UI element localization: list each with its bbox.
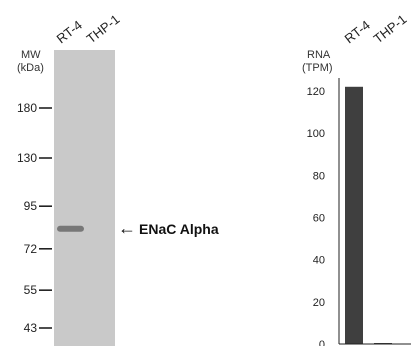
mw-marker-label-43: 43 bbox=[24, 321, 38, 335]
rna-category-label-thp-1: THP-1 bbox=[371, 11, 410, 46]
mw-unit-label: (kDa) bbox=[17, 62, 44, 74]
rna-ytick-label-0: 0 bbox=[319, 339, 325, 346]
mw-marker-label-95: 95 bbox=[24, 199, 38, 213]
rna-ytick-label-100: 100 bbox=[307, 128, 325, 140]
blot-membrane bbox=[54, 50, 115, 346]
rna-category-label-rt-4: RT-4 bbox=[342, 17, 373, 46]
lane-label-thp-1: THP-1 bbox=[84, 11, 123, 46]
mw-marker-label-130: 130 bbox=[17, 151, 37, 165]
rna-ytick-label-120: 120 bbox=[307, 86, 325, 98]
rna-ytick-label-80: 80 bbox=[313, 170, 325, 182]
band-annotation: ← ENaC Alpha bbox=[118, 218, 219, 238]
rna-ylabel-line2: (TPM) bbox=[302, 62, 333, 74]
annotation-arrow: ← bbox=[118, 218, 136, 238]
mw-marker-label-180: 180 bbox=[17, 101, 37, 115]
band-rt-4 bbox=[57, 225, 84, 232]
lane-label-rt-4: RT-4 bbox=[54, 17, 85, 46]
rna-ytick-label-40: 40 bbox=[313, 255, 325, 267]
mw-marker-label-55: 55 bbox=[24, 283, 38, 297]
annotation-label: ENaC Alpha bbox=[139, 221, 219, 237]
rna-ytick-label-60: 60 bbox=[313, 213, 325, 225]
rna-bar-rt-4 bbox=[345, 86, 363, 345]
mw-label: MW bbox=[21, 49, 41, 61]
mw-marker-label-72: 72 bbox=[24, 242, 38, 256]
rna-ytick-label-20: 20 bbox=[313, 297, 325, 309]
rna-ylabel-line1: RNA bbox=[307, 49, 331, 61]
